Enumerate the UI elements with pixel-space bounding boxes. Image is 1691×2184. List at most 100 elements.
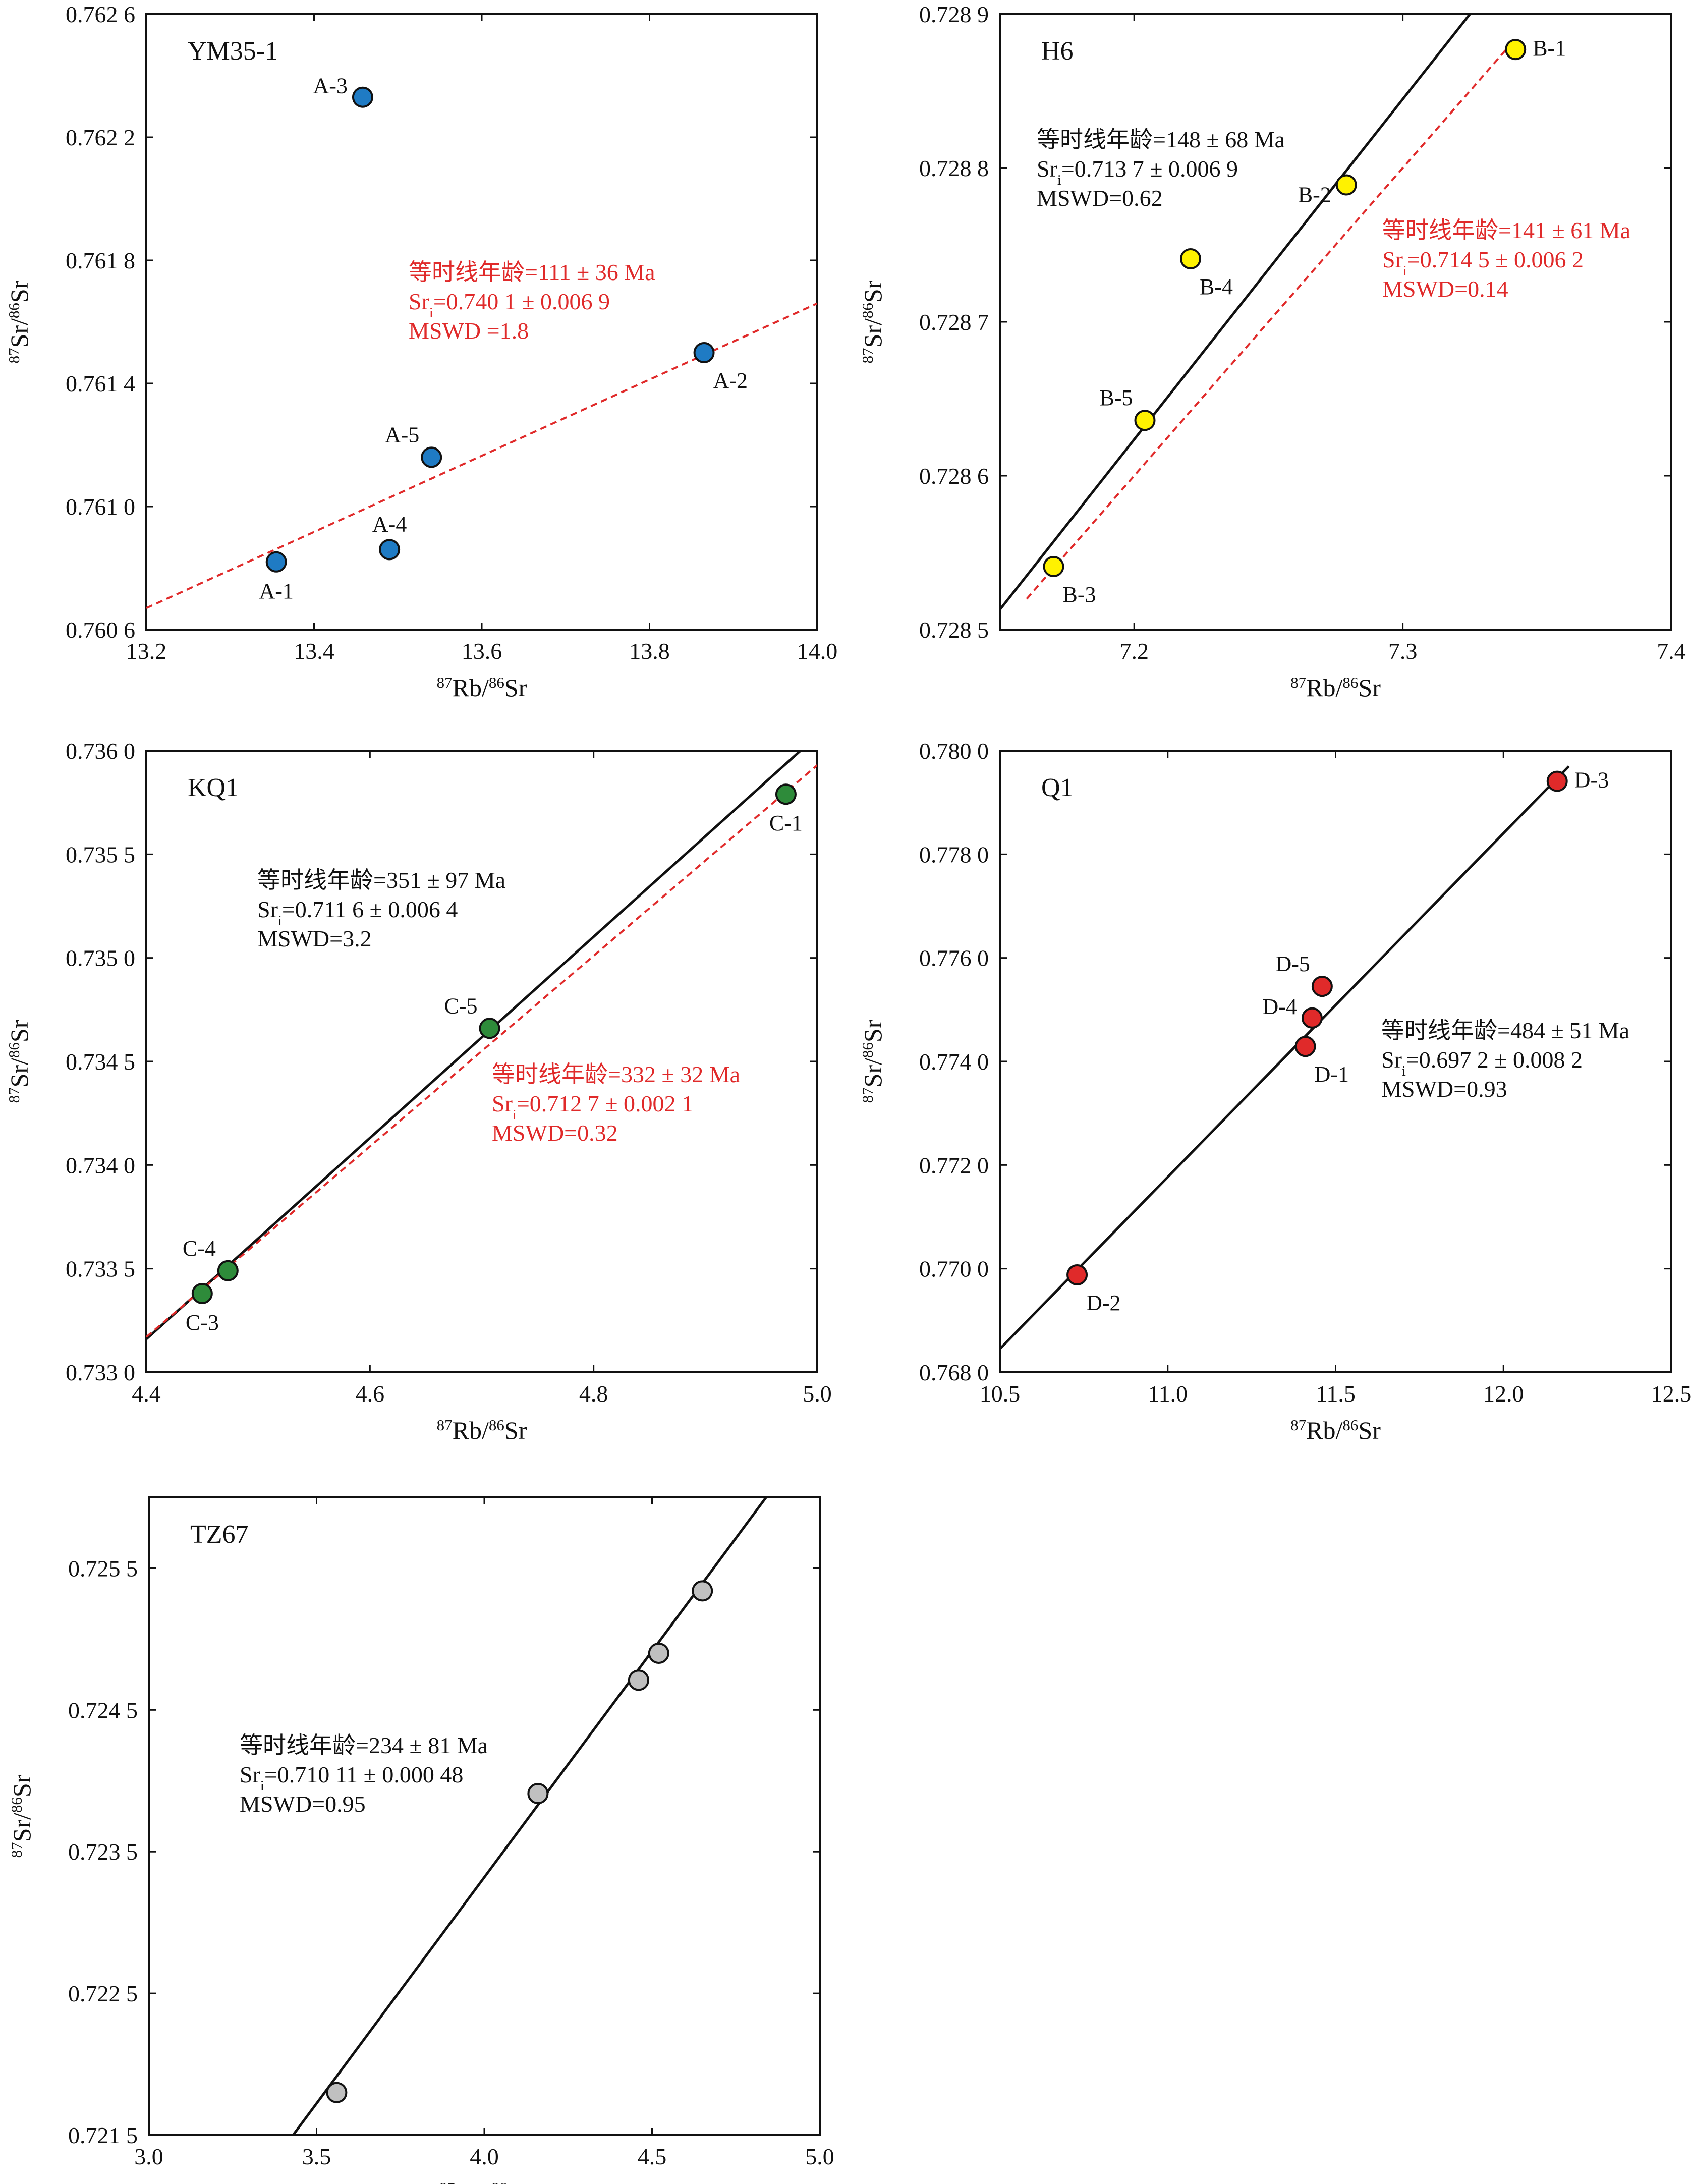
annotation-text: 等时线年龄=111 ± 36 Ma	[409, 259, 655, 285]
x-tick-label: 12.5	[1651, 1381, 1691, 1407]
isochron-fit-line-dashed	[1026, 44, 1511, 600]
annotation-line: Sri=0.711 6 ± 0.006 4	[257, 897, 458, 929]
x-tick-label: 4.6	[356, 1381, 385, 1407]
data-point	[692, 1580, 713, 1602]
data-point-label: B-3	[1062, 582, 1096, 607]
x-tick-label: 4.4	[132, 1381, 161, 1407]
data-point	[1066, 1264, 1088, 1285]
data-point	[379, 539, 401, 561]
annotation-text: MSWD=0.62	[1037, 185, 1163, 211]
x-axis-label: 87Rb/86Sr	[1290, 1416, 1381, 1445]
y-tick-label: 0.736 0	[66, 738, 135, 764]
data-point	[326, 2082, 348, 2103]
x-tick-label: 7.3	[1388, 638, 1418, 664]
x-axis-label-sup1: 87	[437, 674, 453, 691]
y-tick-label: 0.728 8	[919, 155, 989, 181]
isochron-fit-line	[1000, 765, 1570, 1350]
panel-tz67: 3.0 3.5 4.0 4.5 5.0 0.721 5 0.722 5 0.723 5 0.72…	[8, 1496, 834, 2184]
y-tick-label: 0.728 9	[919, 2, 989, 27]
data-point	[1043, 555, 1064, 577]
annotation-text: =0.740 1 ± 0.006 9	[433, 289, 610, 314]
data-point-label: B-5	[1099, 385, 1133, 410]
panel-h6: 7.2 7.3 7.4 0.728 5 0.728 6 0.728 7 0.728 8 0.7…	[859, 2, 1686, 702]
annotation-text: 等时线年龄=148 ± 68 Ma	[1037, 127, 1285, 152]
x-tick-label: 7.4	[1657, 638, 1686, 664]
panel-title: YM35-1	[188, 37, 278, 66]
x-axis-label: 87Rb/86Sr	[439, 2179, 530, 2184]
y-tick-label: 0.721 5	[68, 2122, 138, 2148]
isochron-fit-line	[292, 1497, 767, 2135]
y-tick-label: 0.761 4	[66, 371, 135, 397]
annotation-line: 等时线年龄=351 ± 97 Ma	[257, 867, 505, 893]
annotation-line: Sri=0.740 1 ± 0.006 9	[409, 289, 610, 321]
data-point	[1134, 410, 1156, 431]
annotation-line: MSWD=0.62	[1037, 185, 1163, 211]
x-axis-label-mid: Rb/	[453, 674, 489, 702]
y-tick-label: 0.768 0	[919, 1360, 989, 1385]
x-axis-label-mid: Rb/	[1306, 1416, 1342, 1444]
x-axis-label-sup1: 87	[439, 2179, 455, 2184]
y-tick-label: 0.728 5	[919, 617, 989, 643]
data-point-label: C-3	[186, 1310, 219, 1335]
annotation-text: Sr	[1037, 156, 1057, 182]
isochron-fit-line-dashed	[146, 764, 817, 1338]
annotation-line: 等时线年龄=234 ± 81 Ma	[240, 1732, 488, 1758]
x-tick-label: 3.5	[302, 2144, 331, 2169]
plot-frame	[999, 13, 1672, 631]
x-tick-label: 13.4	[294, 638, 334, 664]
data-point	[352, 86, 373, 108]
data-point	[1301, 1007, 1323, 1029]
data-point	[265, 551, 287, 573]
x-axis-label-mid: Rb/	[1306, 674, 1342, 702]
data-point	[775, 783, 797, 805]
y-tick-label: 0.762 6	[66, 2, 135, 27]
x-axis-label-sup2: 86	[489, 674, 504, 691]
annotation-text: =0.711 6 ± 0.006 4	[282, 897, 458, 922]
data-point-label: A-5	[385, 422, 419, 447]
annotation-text: MSWD=0.32	[492, 1120, 618, 1146]
data-point	[1180, 248, 1202, 269]
y-axis-label-sup1: 87	[5, 1087, 23, 1103]
y-axis-label-tail: Sr	[859, 280, 887, 303]
annotation-text: Sr	[240, 1762, 260, 1787]
isochron-fit-line-dashed	[146, 302, 817, 609]
data-point-label: B-4	[1200, 274, 1233, 299]
annotation-text: Sr	[257, 897, 278, 922]
annotation-subscript: i	[429, 305, 433, 321]
annotation-text: 等时线年龄=484 ± 51 Ma	[1381, 1018, 1629, 1043]
x-tick-label: 3.0	[134, 2144, 163, 2169]
data-point	[191, 1282, 213, 1304]
y-tick-label: 0.734 5	[66, 1049, 135, 1075]
x-tick-label: 4.5	[638, 2144, 667, 2169]
y-tick-label: 0.725 5	[68, 1555, 138, 1581]
annotation-line: 等时线年龄=332 ± 32 Ma	[492, 1061, 740, 1087]
data-point-label: C-4	[183, 1236, 216, 1261]
x-tick-label: 12.0	[1483, 1381, 1524, 1407]
annotation-text: 等时线年龄=141 ± 61 Ma	[1382, 217, 1630, 243]
annotation-text: =0.714 5 ± 0.006 2	[1407, 247, 1584, 272]
y-tick-label: 0.761 8	[66, 248, 135, 273]
y-axis-label-mid: Sr/	[859, 1058, 887, 1087]
y-tick-label: 0.778 0	[919, 842, 989, 867]
annotation-text: 等时线年龄=332 ± 32 Ma	[492, 1061, 740, 1087]
panel-title: Q1	[1041, 773, 1074, 802]
isochron-annotation: 等时线年龄=111 ± 36 Ma Sri=0.740 1 ± 0.006 9MS…	[409, 259, 655, 344]
x-axis-label: 87Rb/86Sr	[1290, 674, 1381, 702]
annotation-line: 等时线年龄=148 ± 68 Ma	[1037, 127, 1285, 152]
annotation-subscript: i	[278, 913, 282, 929]
annotation-text: MSWD =1.8	[409, 318, 529, 344]
data-point-label: C-5	[444, 993, 478, 1018]
x-axis-label: 87Rb/86Sr	[437, 674, 527, 702]
x-axis-label: 87Rb/86Sr	[437, 1416, 527, 1445]
annotation-text: =0.713 7 ± 0.006 9	[1061, 156, 1238, 182]
data-point	[1546, 770, 1568, 792]
annotation-line: 等时线年龄=141 ± 61 Ma	[1382, 217, 1630, 243]
panel-q1: 10.5 11.0 11.5 12.0 12.5 0.768 0 0.770 0 0.772 …	[859, 738, 1691, 1444]
annotation-text: MSWD=0.14	[1382, 276, 1508, 302]
y-tick-label: 0.724 5	[68, 1697, 138, 1723]
y-tick-label: 0.734 0	[66, 1152, 135, 1178]
